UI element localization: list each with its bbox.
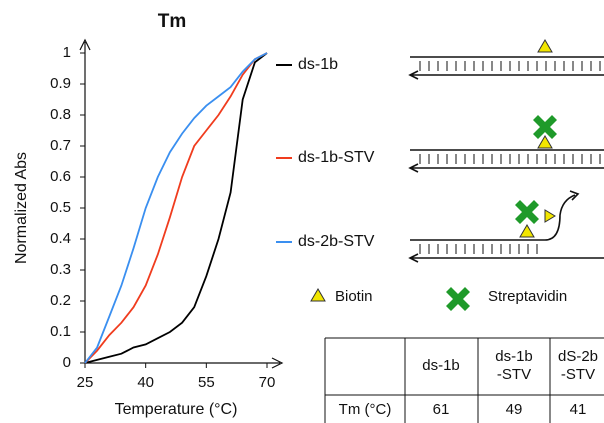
table-header: -STV [561,366,595,383]
biotin-icon [544,209,556,223]
axes [79,38,284,369]
table [324,337,604,423]
y-tick-label: 0.3 [50,261,71,278]
legend-label: ds-1b-STV [298,149,375,166]
y-tick-label: 0.6 [50,168,71,185]
y-tick-label: 0.8 [50,106,71,123]
x-tick-label: 40 [137,374,154,391]
biotin-icon [537,39,553,53]
y-tick-label: 0.1 [50,323,71,340]
y-tick-label: 0.2 [50,292,71,309]
strand [408,56,604,80]
streptavidin-icon [446,287,470,311]
y-tick-label: 0.5 [50,199,71,216]
series-line [84,52,268,364]
y-axis-label: Normalized Abs [13,152,30,264]
table-header: -STV [497,366,531,383]
y-tick-label: 1 [63,44,71,61]
table-cell: 61 [433,401,450,418]
legend-label: ds-2b-STV [298,233,375,250]
strand [408,190,604,263]
row-label: Tm (°C) [339,401,392,418]
biotin-icon [537,135,553,149]
x-tick-label: 25 [77,374,94,391]
table-header: ds-1b [495,348,533,365]
table-grid [324,337,604,423]
x-tick-label: 55 [198,374,215,391]
x-axis-label: Temperature (°C) [115,401,238,418]
legend-label: Biotin [335,288,373,305]
legend-label: Streptavidin [488,288,567,305]
table-header: dS-2b [558,348,598,365]
y-tick-label: 0 [63,354,71,371]
streptavidin-icon [533,115,557,139]
chart-title: Tm [158,11,187,32]
y-tick-label: 0.9 [50,75,71,92]
y-tick-label: 0.4 [50,230,71,247]
series-line [84,52,268,364]
dna-diagrams [310,39,604,311]
biotin-icon [519,224,535,238]
legend-label: ds-1b [298,56,338,73]
series-line [84,52,268,364]
table-cell: 41 [570,401,587,418]
biotin-icon [310,288,326,302]
x-tick-label: 70 [259,374,276,391]
y-tick-label: 0.7 [50,137,71,154]
streptavidin-icon [515,200,539,224]
strand [408,149,604,173]
table-header: ds-1b [422,357,460,374]
table-cell: 49 [506,401,523,418]
